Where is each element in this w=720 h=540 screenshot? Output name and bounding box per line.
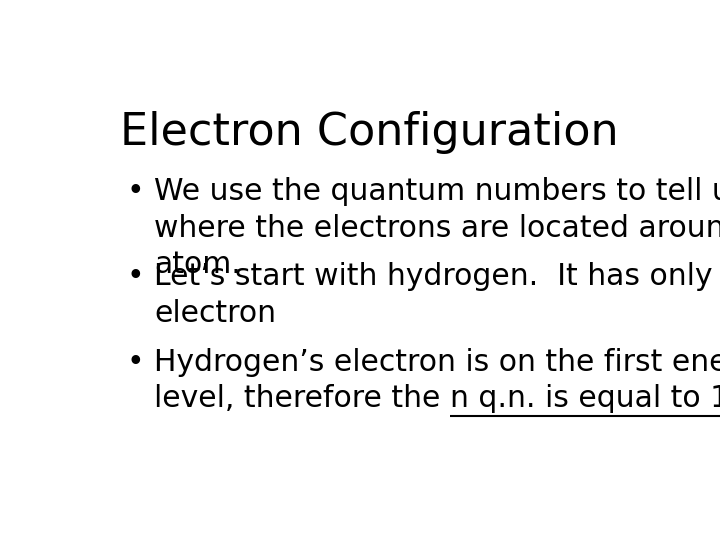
Text: •: •: [126, 262, 144, 291]
Text: Electron Configuration: Electron Configuration: [120, 111, 618, 153]
Text: electron: electron: [154, 299, 276, 328]
Text: where the electrons are located around an: where the electrons are located around a…: [154, 214, 720, 242]
Text: Let’s start with hydrogen.  It has only one: Let’s start with hydrogen. It has only o…: [154, 262, 720, 291]
Text: We use the quantum numbers to tell us: We use the quantum numbers to tell us: [154, 177, 720, 206]
Text: •: •: [126, 177, 144, 206]
Text: atom.: atom.: [154, 250, 241, 279]
Text: n q.n. is equal to 1.: n q.n. is equal to 1.: [450, 384, 720, 413]
Text: •: •: [126, 348, 144, 376]
Text: level, therefore the: level, therefore the: [154, 384, 450, 413]
Text: Hydrogen’s electron is on the first energy: Hydrogen’s electron is on the first ener…: [154, 348, 720, 376]
